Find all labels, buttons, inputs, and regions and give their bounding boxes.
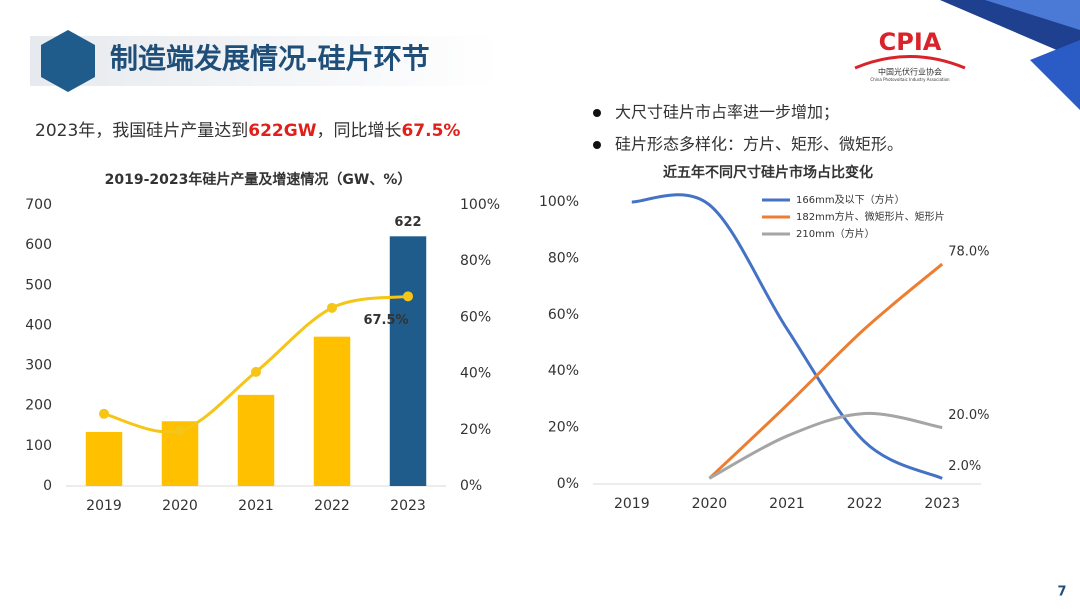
y-tick-label: 0 <box>43 478 52 494</box>
slide-title: 制造端发展情况-硅片环节 <box>110 42 430 75</box>
x-tick-label: 2022 <box>847 496 883 512</box>
y-tick-label: 20% <box>548 420 579 436</box>
line-marker <box>403 291 413 302</box>
bullet: 硅片形态多样化：方片、矩形、微矩形。 <box>615 135 903 154</box>
chart-title: 2019-2023年硅片产量及增速情况（GW、%） <box>105 171 412 188</box>
x-tick-label: 2020 <box>692 496 728 512</box>
bullet-dot <box>593 141 601 149</box>
y2-tick-label: 100% <box>460 197 500 213</box>
summary-text: 2023年，我国硅片产量达到 <box>35 121 248 141</box>
summary: 2023年，我国硅片产量达到622GW，同比增长67.5% <box>35 121 460 141</box>
summary-text: ，同比增长 <box>316 121 401 141</box>
legend-label: 210mm（方片） <box>796 227 875 240</box>
legend-label: 182mm方片、微矩形片、矩形片 <box>796 210 945 223</box>
x-tick-label: 2021 <box>769 496 805 512</box>
title-band <box>30 36 500 86</box>
y-tick-label: 500 <box>25 277 52 293</box>
y-tick-label: 100 <box>25 438 52 454</box>
line-marker <box>175 425 185 436</box>
data-label: 622 <box>394 215 421 230</box>
corner-decor <box>1030 40 1080 110</box>
y-tick-label: 400 <box>25 317 52 333</box>
line-marker <box>99 408 109 419</box>
line-series <box>708 411 943 480</box>
line-marker <box>327 302 337 313</box>
logo-arc <box>854 55 966 70</box>
legend-label: 166mm及以下（方片） <box>796 193 905 206</box>
bullet: 大尺寸硅片市占率进一步增加； <box>615 103 839 122</box>
y-tick-label: 40% <box>548 363 579 379</box>
y-tick-label: 700 <box>25 197 52 213</box>
x-tick-label: 2021 <box>238 498 274 514</box>
x-tick-label: 2023 <box>924 496 960 512</box>
bar <box>313 336 351 486</box>
page-number: 7 <box>1057 585 1066 600</box>
y-tick-label: 200 <box>25 398 52 414</box>
y-tick-label: 600 <box>25 237 52 253</box>
data-label: 20.0% <box>948 408 989 423</box>
y-tick-label: 100% <box>539 194 579 210</box>
data-label: 67.5% <box>363 313 408 328</box>
x-tick-label: 2023 <box>390 498 426 514</box>
bar <box>237 394 275 486</box>
x-tick-label: 2019 <box>614 496 650 512</box>
y-tick-label: 80% <box>548 250 579 266</box>
y2-tick-label: 80% <box>460 253 491 269</box>
data-label: 78.0% <box>948 245 989 260</box>
logo-abbr: CPIA <box>879 28 942 56</box>
corner-decor <box>985 0 1080 30</box>
logo-name-en: China Photovoltaic Industry Association <box>870 77 950 82</box>
y2-tick-label: 0% <box>460 478 482 494</box>
y2-tick-label: 40% <box>460 366 491 382</box>
chart-title: 近五年不同尺寸硅片市场占比变化 <box>663 164 873 181</box>
y2-tick-label: 60% <box>460 309 491 325</box>
y-tick-label: 300 <box>25 358 52 374</box>
y-tick-label: 0% <box>557 476 579 492</box>
y-tick-label: 60% <box>548 307 579 323</box>
title-hexagon <box>41 30 95 92</box>
logo-name: 中国光伏行业协会 <box>878 67 942 77</box>
line-series <box>708 262 944 480</box>
x-tick-label: 2019 <box>86 498 122 514</box>
y2-tick-label: 20% <box>460 422 491 438</box>
data-label: 2.0% <box>948 459 981 474</box>
bar <box>389 236 427 486</box>
x-tick-label: 2020 <box>162 498 198 514</box>
bar <box>85 431 123 486</box>
line-series <box>631 193 943 480</box>
x-tick-label: 2022 <box>314 498 350 514</box>
summary-highlight: 622GW <box>248 121 316 141</box>
line-marker <box>251 366 261 377</box>
summary-highlight: 67.5% <box>401 121 460 141</box>
bullet-dot <box>593 109 601 117</box>
